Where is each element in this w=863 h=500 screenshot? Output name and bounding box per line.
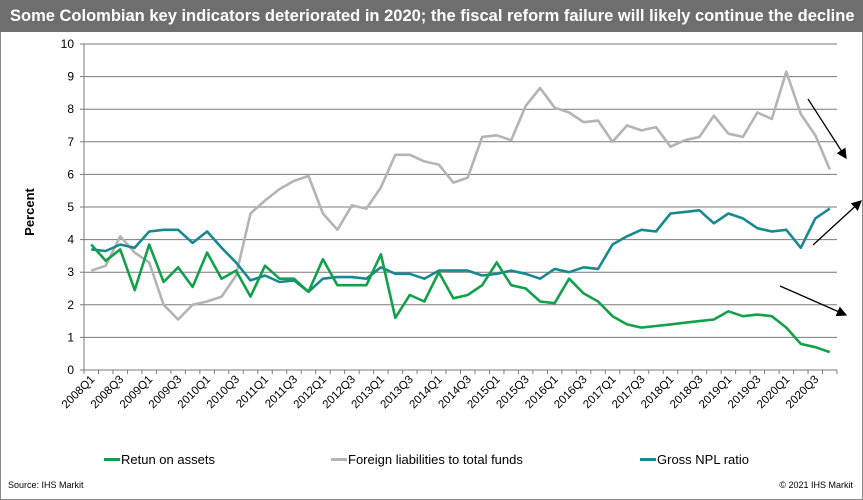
y-tick-label: 9 <box>67 70 74 84</box>
y-tick-label: 1 <box>67 330 74 344</box>
legend-swatch-npl <box>640 458 656 461</box>
y-axis-label: Percent <box>22 187 37 235</box>
y-axis-ticks: 0 1 2 3 4 5 6 7 8 9 10 <box>61 37 84 377</box>
legend-item-foreign-liabilities: Foreign liabilities to total funds <box>331 452 523 467</box>
series-line-retun-on-assets <box>90 243 831 354</box>
x-axis: 2008Q12008Q32009Q12009Q32010Q12010Q32011… <box>60 44 838 411</box>
legend-label-npl: Gross NPL ratio <box>657 452 749 467</box>
y-tick-label: 4 <box>67 233 74 247</box>
annotation-arrows <box>779 98 862 317</box>
gridlines <box>84 43 837 371</box>
legend-label-roa: Retun on assets <box>121 452 215 467</box>
legend-item-roa: Retun on assets <box>104 452 215 467</box>
y-tick-label: 2 <box>67 298 74 312</box>
legend-swatch-roa <box>104 458 120 461</box>
y-tick-label: 10 <box>61 37 75 51</box>
y-tick-label: 0 <box>67 363 74 377</box>
series-line-gross-npl-ratio <box>91 207 831 294</box>
y-tick-label: 8 <box>67 102 74 116</box>
source-note: Source: IHS Markit <box>8 480 84 490</box>
y-tick-label: 7 <box>67 135 74 149</box>
y-tick-label: 5 <box>67 200 74 214</box>
legend-swatch-foreign-liabilities <box>331 458 347 461</box>
legend-item-npl: Gross NPL ratio <box>640 452 749 467</box>
series-lines <box>90 70 831 354</box>
legend-label-foreign-liabilities: Foreign liabilities to total funds <box>348 452 523 467</box>
arrow-roa-down-icon <box>779 285 848 317</box>
arrow-foreign-liabilities-down-icon <box>807 98 847 160</box>
y-tick-label: 6 <box>67 167 74 181</box>
chart-title: Some Colombian key indicators deteriorat… <box>0 0 863 32</box>
y-tick-label: 3 <box>67 265 74 279</box>
copyright-note: © 2021 IHS Markit <box>779 480 853 490</box>
arrow-npl-up-icon <box>812 200 862 246</box>
series-line-foreign-liabilities-to-total-funds <box>90 70 831 321</box>
